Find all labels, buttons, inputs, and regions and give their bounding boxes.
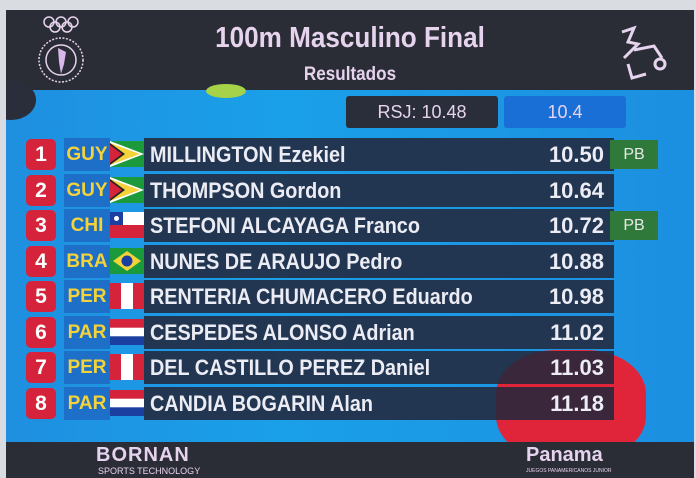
- row-background: [144, 244, 614, 278]
- row-background: [144, 351, 614, 384]
- result-time: 10.72: [548, 213, 604, 238]
- result-row: 8 PAR CANDIA BOGARIN Alan 11.18: [24, 386, 664, 420]
- pb-badge: PB: [610, 140, 658, 169]
- result-row: 1 GUY MILLINGTON Ezekiel 10.50 PB: [24, 138, 664, 171]
- host-logo: Panama: [526, 444, 603, 466]
- row-background: [144, 315, 614, 349]
- result-time: 10.98: [548, 284, 604, 309]
- result-row: 2 GUY THOMPSON Gordon 10.64: [24, 173, 664, 207]
- result-time: 11.02: [550, 319, 604, 345]
- event-title: 100m Masculino Final: [215, 22, 485, 54]
- flag-guy-icon: [110, 176, 144, 203]
- athlete-name: STEFONI ALCAYAGA Franco: [150, 213, 420, 238]
- country-code: PAR: [64, 386, 110, 420]
- footer: BORNAN SPORTS TECHNOLOGY Panama JUEGOS P…: [6, 442, 694, 478]
- row-background: [144, 280, 614, 313]
- rank-badge: 7: [26, 352, 56, 383]
- country-code: GUY: [64, 173, 110, 207]
- sponsor-tagline: SPORTS TECHNOLOGY: [98, 466, 201, 476]
- result-row: 3 CHI STEFONI ALCAYAGA Franco 10.72 PB: [24, 209, 664, 242]
- rank-badge: 3: [26, 210, 56, 241]
- record-rsj: RSJ: 10.48: [346, 96, 498, 128]
- country-code: CHI: [64, 209, 110, 242]
- record-value: 10.4: [504, 96, 626, 128]
- athlete-name: THOMPSON Gordon: [150, 177, 342, 203]
- flag-bra-icon: [110, 247, 144, 274]
- result-time: 10.50: [548, 142, 604, 167]
- country-code: GUY: [64, 138, 110, 171]
- event-subtitle: Resultados: [303, 64, 397, 85]
- athlete-name: CESPEDES ALONSO Adrian: [150, 319, 415, 345]
- result-row: 7 PER DEL CASTILLO PEREZ Daniel 11.03: [24, 351, 664, 384]
- header: 100m Masculino Final Resultados: [6, 10, 694, 90]
- result-row: 4 BRA NUNES DE ARAUJO Pedro 10.88: [24, 244, 664, 278]
- flag-par-icon: [110, 389, 144, 416]
- country-code: PER: [64, 351, 110, 384]
- country-code: PER: [64, 280, 110, 313]
- olympic-rings-logo: [38, 16, 84, 83]
- decor-shape: [206, 84, 246, 98]
- result-time: 10.88: [548, 248, 604, 274]
- athlete-name: MILLINGTON Ezekiel: [150, 142, 346, 167]
- row-background: [144, 138, 614, 171]
- result-time: 10.64: [548, 177, 604, 203]
- athlete-name: DEL CASTILLO PEREZ Daniel: [150, 355, 431, 380]
- athlete-name: RENTERIA CHUMACERO Eduardo: [150, 284, 473, 309]
- country-code: BRA: [64, 244, 110, 278]
- athlete-name: CANDIA BOGARIN Alan: [150, 390, 373, 416]
- scoreboard-screen: 100m Masculino Final Resultados RSJ: 10.…: [6, 10, 694, 478]
- rank-badge: 2: [26, 174, 56, 206]
- rank-badge: 5: [26, 281, 56, 312]
- results-board: RSJ: 10.48 10.4 1 GUY MILLINGTON Ezekiel…: [6, 80, 694, 460]
- rank-badge: 6: [26, 316, 56, 348]
- flag-per-icon: [110, 354, 144, 380]
- row-background: [144, 209, 614, 242]
- rank-badge: 4: [26, 245, 56, 277]
- result-time: 11.03: [550, 355, 604, 380]
- flag-chi-icon: [110, 212, 144, 238]
- flag-par-icon: [110, 318, 144, 345]
- row-background: [144, 173, 614, 207]
- result-time: 11.18: [550, 390, 604, 416]
- host-tagline: JUEGOS PANAMERICANOS JUNIOR: [526, 468, 612, 474]
- sponsor-logo: BORNAN: [96, 444, 190, 466]
- result-row: 6 PAR CESPEDES ALONSO Adrian 11.02: [24, 315, 664, 349]
- flag-per-icon: [110, 283, 144, 309]
- rank-badge: 8: [26, 387, 56, 419]
- athlete-name: NUNES DE ARAUJO Pedro: [150, 248, 403, 274]
- row-background: [144, 386, 614, 420]
- pb-badge: PB: [610, 211, 658, 240]
- rank-badge: 1: [26, 139, 56, 170]
- country-code: PAR: [64, 315, 110, 349]
- flag-guy-icon: [110, 141, 144, 167]
- athletics-mascot-icon: [621, 25, 667, 80]
- result-row: 5 PER RENTERIA CHUMACERO Eduardo 10.98: [24, 280, 664, 313]
